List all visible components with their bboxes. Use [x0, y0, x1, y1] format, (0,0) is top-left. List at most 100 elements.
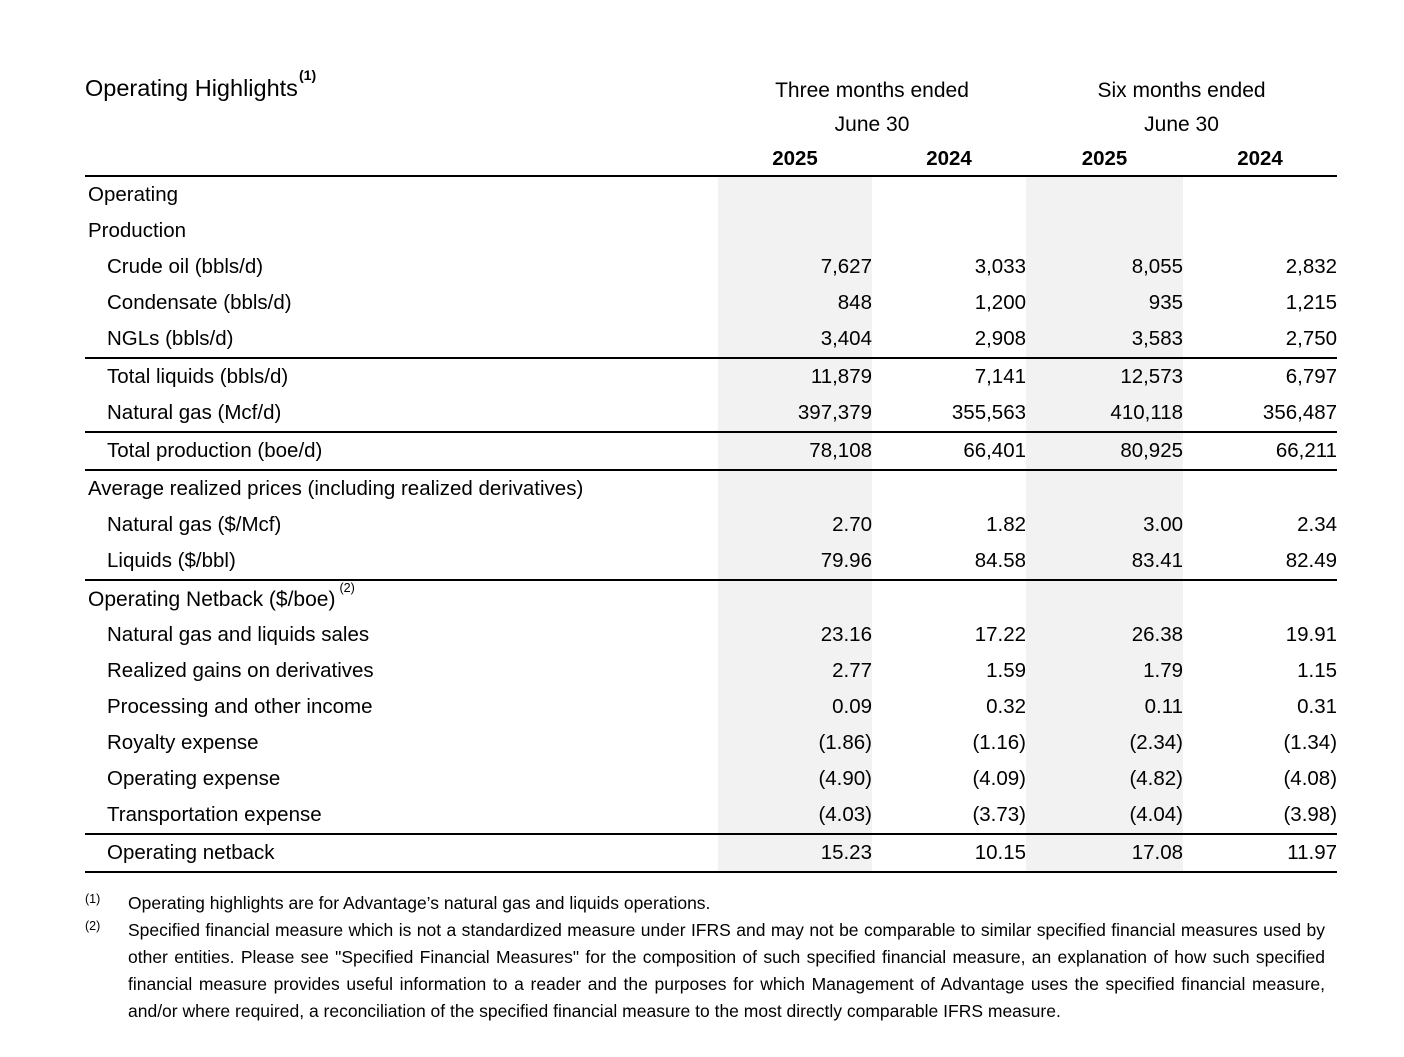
cell-value: 2.70 — [718, 507, 872, 543]
cell-value — [718, 213, 872, 249]
cell-value: 7,627 — [718, 249, 872, 285]
footnote-marker: (1) — [85, 892, 101, 906]
row-label: Natural gas ($/Mcf) — [107, 513, 282, 536]
year-header: 2025 — [718, 142, 872, 177]
operating-highlights-table: Operating Highlights(1) Three months end… — [85, 67, 1338, 873]
cell-value: 19.91 — [1285, 623, 1338, 646]
year-header: 2024 — [872, 142, 1027, 177]
header-row-period: Operating Highlights(1) Three months end… — [85, 67, 1337, 177]
row-label: Total liquids (bbls/d) — [107, 365, 289, 388]
cell-value: (3.73) — [872, 797, 1027, 835]
cell-value: 7,141 — [974, 365, 1027, 388]
cell-value: 1.15 — [1297, 659, 1338, 682]
cell-value: 356,487 — [1183, 395, 1338, 433]
row-label: Operating netback — [85, 834, 718, 873]
table-row: Operating expense (4.90) (4.09) (4.82) (4.08… — [85, 761, 1337, 797]
table-row: NGLs (bbls/d) 3,404 2,908 3,583 2,750 — [85, 321, 1338, 359]
row-label: Realized gains on derivatives — [107, 659, 374, 682]
cell-value: 17.08 — [1026, 834, 1184, 873]
row-label: Royalty expense — [107, 731, 259, 754]
footnote-text: Specified financial measure which is not… — [128, 920, 1325, 1021]
cell-value: 10.15 — [872, 834, 1027, 873]
footnote-text: Operating highlights are for Advantage’s… — [128, 893, 711, 913]
cell-value: 15.23 — [718, 834, 872, 873]
row-label: Operating — [88, 183, 179, 206]
cell-value — [872, 213, 1026, 249]
cell-value: 12,573 — [1026, 358, 1184, 395]
cell-value: 355,563 — [872, 395, 1027, 433]
cell-value: 848 — [718, 285, 872, 321]
cell-value — [872, 176, 1026, 213]
header-row-date: June 30 June 30 — [85, 108, 1337, 142]
header-row-years: 2025 2024 2025 2024 — [85, 142, 1338, 177]
cell-value: 0.31 — [1297, 695, 1338, 718]
row-label: Liquids ($/bbl) — [85, 543, 718, 581]
cell-value: 2.77 — [718, 653, 872, 689]
cell-value — [1026, 470, 1184, 507]
table-row: Average realized prices (including reali… — [85, 470, 1337, 507]
cell-value — [1026, 213, 1184, 249]
cell-value: 66,211 — [1183, 432, 1338, 471]
cell-value — [872, 470, 1026, 507]
cell-value: (3.98) — [1183, 797, 1338, 835]
col-group-three-months: Three months ended — [775, 79, 969, 102]
cell-value: 0.11 — [1026, 689, 1184, 725]
cell-value: (4.82) — [1026, 761, 1184, 797]
footnote-item: (1) Operating highlights are for Advantag… — [85, 890, 1325, 917]
row-label: Condensate (bbls/d) — [107, 291, 292, 314]
cell-value: (1.34) — [1283, 731, 1338, 754]
cell-value: 397,379 — [718, 395, 872, 433]
cell-value: 1,215 — [1285, 291, 1338, 314]
table-row: Natural gas (Mcf/d) 397,379 355,563 410,118… — [85, 395, 1338, 433]
cell-value: 3.00 — [1026, 507, 1184, 543]
row-label: NGLs (bbls/d) — [85, 321, 718, 359]
cell-value — [718, 580, 872, 617]
cell-value — [1026, 176, 1184, 213]
cell-value: (4.09) — [972, 767, 1027, 790]
table-row: Production — [85, 213, 1337, 249]
cell-value: 6,797 — [1285, 365, 1338, 388]
cell-value: (1.16) — [972, 731, 1027, 754]
table-row: Operating Netback ($/boe) (2) — [85, 580, 1337, 617]
cell-value: 79.96 — [718, 543, 872, 581]
cell-value: 1.59 — [986, 659, 1027, 682]
cell-value — [1183, 176, 1337, 213]
cell-value: 66,401 — [872, 432, 1027, 471]
year-header: 2025 — [1026, 142, 1184, 177]
cell-value: (4.90) — [718, 761, 872, 797]
cell-value: (1.86) — [718, 725, 872, 761]
footnote-marker: (2) — [85, 919, 101, 933]
row-label: Natural gas (Mcf/d) — [85, 395, 718, 433]
cell-value: 80,925 — [1026, 432, 1184, 471]
cell-value: 0.32 — [986, 695, 1027, 718]
cell-value: (4.04) — [1026, 797, 1184, 835]
cell-value: 0.09 — [718, 689, 872, 725]
table-row: Condensate (bbls/d) 848 1,200 935 1,215 — [85, 285, 1337, 321]
cell-value: 2,908 — [872, 321, 1027, 359]
table-row: Realized gains on derivatives 2.77 1.59 1.7… — [85, 653, 1337, 689]
cell-value: 2,832 — [1285, 255, 1338, 278]
col-group-six-months-date: June 30 — [1144, 113, 1219, 136]
cell-value — [1183, 580, 1337, 617]
cell-value: 17.22 — [974, 623, 1027, 646]
table-row: Processing and other income 0.09 0.32 0.11 0… — [85, 689, 1337, 725]
cell-value: 26.38 — [1026, 617, 1184, 653]
col-group-three-months-date: June 30 — [834, 113, 910, 136]
cell-value — [872, 580, 1026, 617]
cell-value: 1.79 — [1026, 653, 1184, 689]
cell-value: 84.58 — [872, 543, 1027, 581]
year-header: 2024 — [1183, 142, 1338, 177]
cell-value: 3,033 — [974, 255, 1027, 278]
row-label: Operating expense — [107, 767, 281, 790]
row-label: Operating Netback ($/boe) (2) — [88, 580, 355, 611]
row-label: Processing and other income — [107, 695, 373, 718]
table-row: Transportation expense (4.03) (3.73) (4.04)… — [85, 797, 1338, 835]
footnotes: (1) Operating highlights are for Advantag… — [85, 890, 1325, 1025]
cell-value: 410,118 — [1026, 395, 1184, 433]
cell-value: 3,583 — [1026, 321, 1184, 359]
cell-value: 11,879 — [718, 358, 872, 395]
cell-value: (4.03) — [718, 797, 872, 835]
row-label: Natural gas and liquids sales — [107, 623, 370, 646]
cell-value: 935 — [1026, 285, 1184, 321]
